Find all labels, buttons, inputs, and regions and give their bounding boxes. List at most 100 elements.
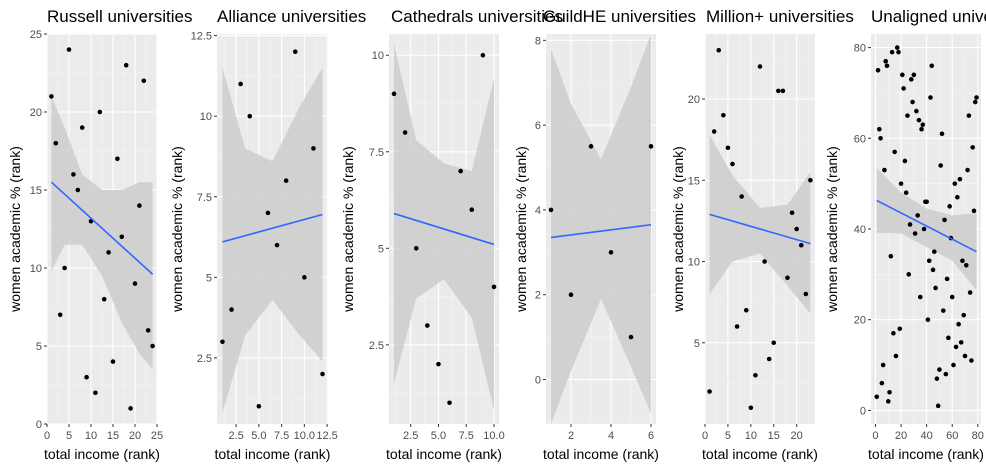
- data-point: [892, 149, 897, 155]
- data-point: [898, 181, 904, 186]
- data-point: [425, 323, 430, 328]
- x-tick-label: 25: [151, 430, 163, 442]
- data-point: [771, 340, 777, 346]
- data-point: [402, 130, 408, 135]
- data-point: [891, 331, 896, 336]
- data-point: [711, 129, 717, 134]
- data-point: [937, 367, 942, 372]
- x-axis-label: total income (rank): [44, 446, 160, 462]
- data-point: [274, 242, 280, 248]
- data-point: [480, 52, 486, 58]
- y-tick-label: 15: [688, 175, 700, 187]
- data-point: [391, 91, 397, 97]
- data-point: [894, 45, 900, 50]
- y-tick-label: 0: [36, 419, 42, 431]
- data-point: [902, 158, 908, 164]
- data-point: [884, 63, 890, 69]
- y-tick-label: 20: [854, 315, 866, 327]
- data-point: [491, 284, 497, 290]
- x-tick-label: 80: [972, 430, 984, 442]
- data-point: [900, 72, 905, 78]
- trend-line: [876, 199, 977, 253]
- y-axis-label: women academic % (rank): [670, 146, 686, 313]
- data-point: [926, 258, 932, 264]
- y-tick-label: 80: [854, 43, 866, 55]
- data-point: [794, 226, 799, 232]
- x-axis-label: total income (rank): [702, 446, 818, 462]
- data-point: [905, 113, 910, 118]
- data-point: [963, 262, 969, 268]
- y-tick-label: 25: [30, 29, 42, 41]
- confidence-band: [876, 167, 977, 291]
- y-axis-label: women academic % (rank): [169, 146, 185, 313]
- y-tick-label: 40: [854, 224, 866, 236]
- y-tick-label: 5: [378, 243, 384, 255]
- data-point: [921, 226, 927, 232]
- data-point: [283, 178, 289, 183]
- data-point: [648, 144, 654, 149]
- data-point: [955, 194, 960, 200]
- x-tick-label: 7.5: [274, 430, 289, 442]
- data-point: [944, 276, 950, 282]
- x-axis-label: total income (rank): [386, 446, 502, 462]
- y-tick-label: 4: [535, 205, 541, 217]
- data-point: [447, 400, 452, 406]
- data-point: [753, 372, 758, 378]
- data-point: [906, 272, 912, 277]
- x-axis-label: total income (rank): [543, 446, 659, 462]
- data-point: [469, 207, 475, 212]
- y-tick-label: 5: [694, 338, 700, 350]
- data-point: [97, 109, 103, 115]
- data-point: [128, 406, 133, 411]
- y-tick-label: 8: [535, 35, 541, 47]
- x-tick-label: 15: [107, 430, 119, 442]
- data-point: [137, 203, 142, 208]
- data-point: [141, 78, 147, 84]
- data-point: [949, 294, 955, 300]
- data-point: [943, 371, 949, 377]
- data-point: [53, 140, 59, 146]
- data-point: [458, 168, 463, 174]
- data-point: [928, 95, 933, 100]
- trend-line: [393, 212, 495, 246]
- y-tick-label: 10: [30, 263, 42, 275]
- x-tick-label: 0: [702, 430, 708, 442]
- data-point: [62, 265, 67, 271]
- data-point: [969, 358, 974, 363]
- data-point: [785, 275, 790, 281]
- data-point: [889, 49, 895, 55]
- data-point: [66, 47, 72, 52]
- x-tick-label: 12.5: [316, 430, 337, 442]
- y-axis-label: women academic % (rank): [7, 146, 23, 313]
- data-point: [292, 49, 298, 55]
- data-point: [93, 390, 98, 396]
- data-point: [874, 394, 880, 400]
- y-axis-label: women academic % (rank): [513, 146, 529, 313]
- panel-title: Million+ universities: [706, 7, 854, 26]
- data-point: [707, 389, 712, 394]
- data-point: [808, 177, 813, 183]
- x-tick-label: 10.0: [294, 430, 315, 442]
- data-point: [878, 136, 883, 141]
- facet-panel: 0 20 40 60 80 0 20 40 60 80 total income (rank) wom…: [824, 7, 986, 462]
- data-point: [879, 380, 885, 386]
- data-point: [766, 356, 772, 362]
- data-point: [925, 317, 931, 322]
- y-tick-label: 0: [860, 405, 866, 417]
- x-tick-label: 2.5: [403, 430, 418, 442]
- data-point: [896, 49, 901, 55]
- data-point: [967, 290, 973, 295]
- y-tick-label: 7.5: [197, 192, 212, 204]
- y-axis-label: women academic % (rank): [824, 146, 840, 313]
- trend-line: [222, 213, 323, 243]
- data-point: [947, 204, 952, 209]
- data-point: [885, 399, 891, 404]
- data-point: [49, 94, 54, 99]
- x-tick-label: 0: [44, 430, 50, 442]
- data-point: [938, 163, 944, 168]
- x-tick-label: 0: [872, 430, 878, 442]
- data-point: [911, 72, 917, 78]
- y-tick-label: 2.5: [369, 340, 384, 352]
- data-point: [145, 328, 151, 333]
